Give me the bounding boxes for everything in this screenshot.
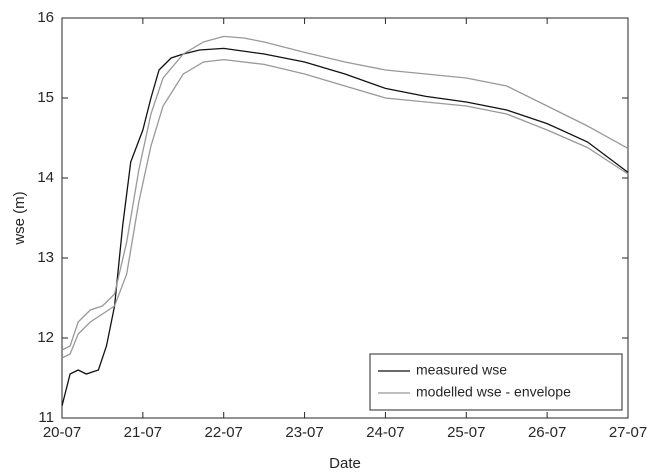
legend-label: measured wse <box>416 362 507 378</box>
y-tick-label: 16 <box>37 9 54 26</box>
x-axis-label: Date <box>329 455 361 472</box>
x-tick-label: 22-07 <box>205 424 243 441</box>
y-tick-label: 14 <box>37 169 54 186</box>
y-tick-label: 12 <box>37 329 54 346</box>
x-tick-label: 25-07 <box>447 424 485 441</box>
x-tick-label: 24-07 <box>366 424 404 441</box>
y-tick-label: 13 <box>37 249 54 266</box>
data-line <box>61 35 629 351</box>
plot-area <box>61 17 629 419</box>
x-tick-label: 27-07 <box>609 424 647 441</box>
y-tick-label: 15 <box>37 89 54 106</box>
y-tick-label: 11 <box>38 409 54 426</box>
x-tick-label: 23-07 <box>285 424 323 441</box>
x-tick-label: 26-07 <box>528 424 566 441</box>
x-tick-label: 20-07 <box>43 424 81 441</box>
data-line <box>61 47 629 407</box>
legend-box <box>369 353 623 411</box>
data-line <box>61 58 629 359</box>
legend-label: modelled wse - envelope <box>416 384 571 400</box>
x-tick-label: 21-07 <box>124 424 162 441</box>
y-axis-label: wse (m) <box>11 191 28 245</box>
